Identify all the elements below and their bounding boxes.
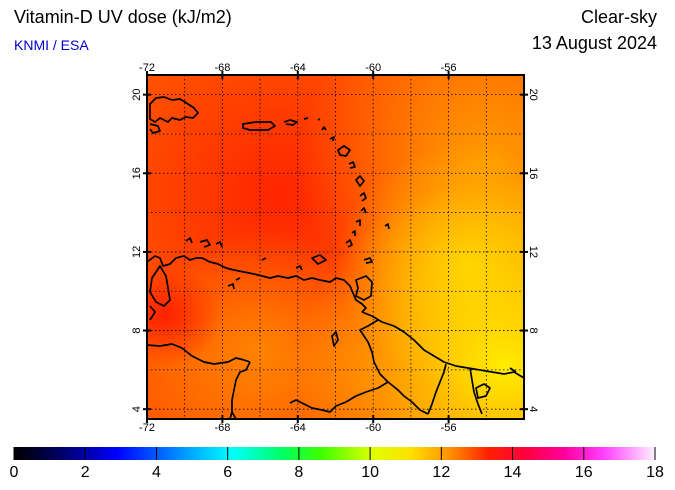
colorbar-label: 10 — [361, 464, 380, 481]
lat-tick-right-label: 16 — [527, 167, 539, 179]
lon-tick-top-label: -64 — [290, 62, 306, 74]
lat-tick-left-label: 20 — [131, 89, 143, 101]
lake-brokopondo — [475, 383, 491, 399]
lon-tick-top-label: -56 — [441, 62, 457, 74]
lon-tick-bottom-label: -64 — [290, 422, 306, 434]
lat-tick-left-label: 8 — [131, 327, 143, 333]
colorbar-label: 4 — [151, 464, 161, 481]
map-title: Vitamin-D UV dose (kJ/m2) — [14, 7, 232, 27]
sky-condition: Clear-sky — [580, 7, 657, 27]
coastline-hispaniola-west — [149, 123, 161, 134]
border-venezuela-colombia — [147, 343, 251, 365]
lon-tick-bottom-label: -60 — [365, 422, 381, 434]
coastline-bonaire — [215, 241, 223, 248]
lon-tick-bottom-label: -56 — [441, 422, 457, 434]
coastline-trinidad — [355, 275, 373, 301]
colorbar-label: 8 — [294, 464, 304, 481]
coastline-venezuela — [147, 255, 367, 313]
coastline-st-vincent — [355, 219, 361, 226]
frame-ticks — [143, 71, 528, 423]
lon-tick-top-label: -72 — [139, 62, 155, 74]
coastline-guadeloupe — [337, 145, 351, 157]
coastline-barbados — [384, 223, 390, 230]
colorbar-label: 14 — [503, 464, 522, 481]
colorbar-label: 2 — [80, 464, 90, 481]
map-date: 13 August 2024 — [531, 33, 657, 53]
lon-tick-top-label: -68 — [214, 62, 230, 74]
lat-tick-right-label: 20 — [527, 89, 539, 101]
coastline-tobago — [363, 257, 373, 264]
colorbar-label: 12 — [432, 464, 451, 481]
coastline-lake-maracaibo — [149, 265, 171, 307]
coastline-virgin-islands — [283, 119, 298, 126]
coastline-antigua — [317, 118, 321, 121]
colorbar — [14, 447, 655, 460]
coastline-puerto-rico — [242, 121, 276, 131]
border-guyana-suriname — [387, 381, 429, 415]
border-venezuela-guyana — [359, 319, 389, 383]
coastline-martinique — [355, 175, 365, 187]
colorbar-label: 0 — [9, 464, 19, 481]
coastline-hispaniola — [149, 96, 199, 123]
coastline-grenada — [345, 239, 353, 248]
colorbar-label: 18 — [646, 464, 664, 481]
lat-tick-left-label: 12 — [131, 246, 143, 258]
data-credit: KNMI / ESA — [14, 37, 89, 53]
colorbar-label: 6 — [223, 464, 233, 481]
lon-tick-bottom-label: -72 — [139, 422, 155, 434]
coastline-curacao — [199, 239, 211, 248]
lat-tick-right-label: 4 — [527, 406, 539, 412]
colorbar-label: 16 — [574, 464, 593, 481]
lon-tick-bottom-label: -68 — [214, 422, 230, 434]
lat-tick-left-label: 16 — [131, 167, 143, 179]
coastline-guyana — [361, 311, 524, 379]
lat-tick-left-label: 4 — [131, 406, 143, 412]
coastline-aruba — [185, 237, 193, 244]
map-frame — [146, 74, 525, 420]
colorbar-ticks — [13, 447, 656, 460]
border-suriname-french-guiana — [469, 367, 483, 415]
lon-tick-top-label: -60 — [365, 62, 381, 74]
coastline-margarita — [311, 254, 327, 265]
lat-tick-right-label: 8 — [527, 327, 539, 333]
border-venezuela-brazil — [289, 381, 389, 413]
coastline-french-guiana — [509, 367, 517, 373]
map-gridlines — [147, 75, 524, 419]
coastlines — [147, 96, 524, 419]
lat-tick-right-label: 12 — [527, 246, 539, 258]
